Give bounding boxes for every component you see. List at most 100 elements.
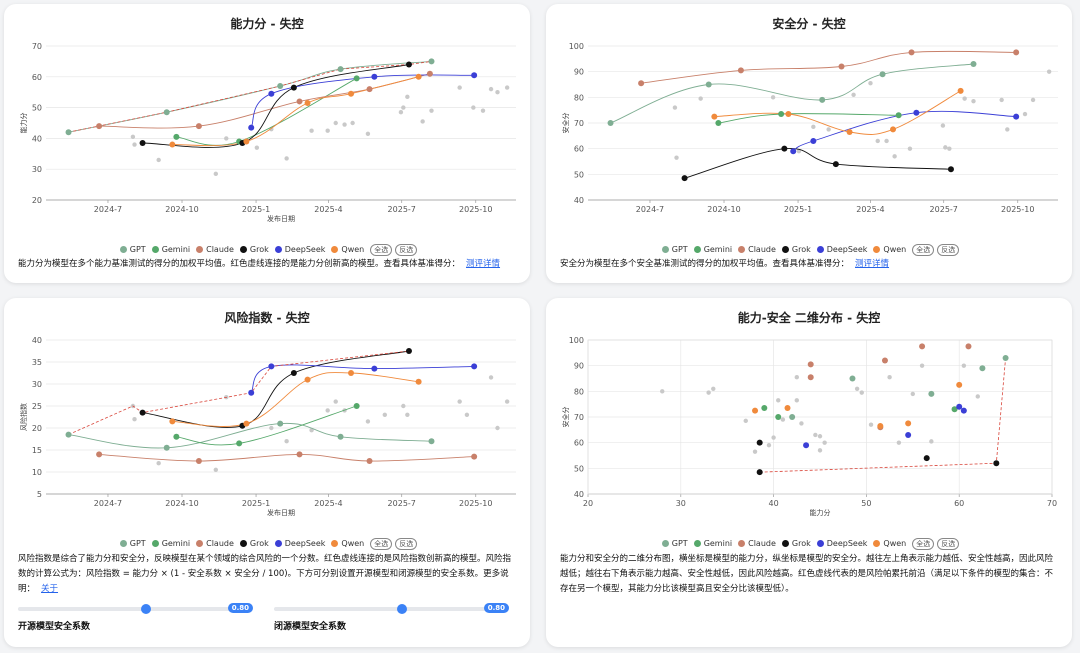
legend-item-grok[interactable]: Grok xyxy=(781,539,811,548)
other-model-point xyxy=(504,85,510,90)
select-all-button[interactable]: 全选 xyxy=(370,538,393,550)
legend-label: Qwen xyxy=(341,245,365,254)
legend-item-qwen[interactable]: Qwen xyxy=(331,539,364,548)
select-all-button[interactable]: 全选 xyxy=(370,244,393,256)
legend-item-gpt[interactable]: GPT xyxy=(119,539,146,548)
series-point-qwen xyxy=(784,405,791,412)
legend-item-grok[interactable]: Grok xyxy=(239,539,269,548)
y-tick-label: 50 xyxy=(574,464,584,473)
legend-swatch xyxy=(661,540,669,547)
series-point-qwen xyxy=(169,418,176,425)
legend-label: GPT xyxy=(129,245,146,254)
select-all-button[interactable]: 全选 xyxy=(912,538,935,550)
details-link[interactable]: 测评详情 xyxy=(466,259,501,269)
series-point-claude xyxy=(195,123,202,130)
other-model-point xyxy=(1005,127,1010,132)
legend-item-deepseek[interactable]: DeepSeek xyxy=(816,539,867,548)
legend-item-grok[interactable]: Grok xyxy=(239,245,269,254)
other-model-point xyxy=(284,439,289,444)
series-point-claude xyxy=(1013,49,1020,56)
series-point-qwen xyxy=(304,99,311,106)
legend-swatch xyxy=(196,246,204,253)
other-model-point xyxy=(132,417,137,422)
x-tick-label: 2025-10 xyxy=(459,499,492,508)
open-slider[interactable]: 0.80 开源模型安全系数 xyxy=(18,601,253,635)
closed-slider[interactable]: 0.80 闭源模型安全系数 xyxy=(274,601,509,635)
legend-item-deepseek[interactable]: DeepSeek xyxy=(816,245,867,254)
x-tick-label: 60 xyxy=(954,499,964,508)
legend-item-claude[interactable]: Claude xyxy=(196,539,234,548)
series-point-gpt xyxy=(337,66,344,73)
series-point-qwen xyxy=(956,381,963,388)
series-point-qwen xyxy=(169,141,176,148)
other-model-point xyxy=(943,145,948,150)
other-model-point xyxy=(457,399,462,404)
legend-label: Claude xyxy=(748,539,776,548)
y-tick-label: 60 xyxy=(32,73,42,82)
legend-item-claude[interactable]: Claude xyxy=(738,539,776,548)
details-link[interactable]: 关于 xyxy=(41,584,59,594)
series-point-qwen xyxy=(243,420,250,427)
chart-svg: 能力-安全 二维分布 - 失控 40 50 60 70 80 90 100 20 30 40 50 60… xyxy=(561,310,1057,517)
chart-legend: GPT Gemini Claude Grok DeepSeek Qwen 全选 反选 xyxy=(4,244,530,256)
x-tick-label: 2025-10 xyxy=(459,205,492,214)
legend-item-gemini[interactable]: Gemini xyxy=(693,245,732,254)
legend-swatch xyxy=(331,540,339,547)
legend-item-gemini[interactable]: Gemini xyxy=(151,245,190,254)
y-tick-label: 40 xyxy=(574,196,584,205)
slider-track[interactable] xyxy=(274,607,504,611)
series-point-qwen xyxy=(905,420,912,427)
slider-handle[interactable] xyxy=(141,604,151,614)
invert-selection-button[interactable]: 反选 xyxy=(937,538,960,550)
series-point-gpt xyxy=(928,390,935,397)
series-point-deepseek xyxy=(1013,113,1020,120)
slider-handle[interactable] xyxy=(397,604,407,614)
x-tick-label: 2025-7 xyxy=(388,205,416,214)
other-model-point xyxy=(766,443,772,448)
other-model-point xyxy=(799,421,804,426)
slider-track[interactable] xyxy=(18,607,248,611)
legend-item-qwen[interactable]: Qwen xyxy=(873,539,906,548)
other-model-point xyxy=(495,90,500,95)
invert-selection-button[interactable]: 反选 xyxy=(937,244,960,256)
legend-item-gpt[interactable]: GPT xyxy=(661,245,688,254)
other-model-point xyxy=(325,128,330,133)
legend-item-gemini[interactable]: Gemini xyxy=(693,539,733,548)
legend-label: Gemini xyxy=(703,539,733,548)
description-text: 能力分和安全分的二维分布图，横坐标是模型的能力分，纵坐标是模型的安全分。越往左上… xyxy=(560,554,1054,594)
other-model-point xyxy=(892,154,897,159)
other-model-point xyxy=(480,108,486,113)
legend-item-deepseek[interactable]: DeepSeek xyxy=(274,245,325,254)
legend-item-deepseek[interactable]: DeepSeek xyxy=(274,539,325,548)
series-point-gpt xyxy=(789,414,796,420)
legend-item-gemini[interactable]: Gemini xyxy=(151,539,190,548)
legend-item-gpt[interactable]: GPT xyxy=(119,245,146,254)
legend-swatch xyxy=(873,246,881,253)
legend-item-claude[interactable]: Claude xyxy=(738,245,776,254)
x-tick-label: 30 xyxy=(676,499,686,508)
series-point-claude xyxy=(919,343,926,350)
other-model-point xyxy=(309,128,314,133)
legend-swatch xyxy=(781,246,789,253)
other-model-point xyxy=(706,390,711,395)
legend-item-gpt[interactable]: GPT xyxy=(661,539,688,548)
legend-item-qwen[interactable]: Qwen xyxy=(331,245,364,254)
frontier-line xyxy=(68,61,432,133)
other-model-point xyxy=(156,157,161,163)
y-tick-label: 60 xyxy=(574,439,584,448)
legend-swatch xyxy=(239,246,247,253)
select-all-button[interactable]: 全选 xyxy=(912,244,935,256)
invert-selection-button[interactable]: 反选 xyxy=(395,244,418,256)
other-model-point xyxy=(771,435,776,440)
legend-item-grok[interactable]: Grok xyxy=(781,245,811,254)
legend-swatch xyxy=(781,540,789,547)
series-point-gemini xyxy=(173,433,180,440)
legend-item-qwen[interactable]: Qwen xyxy=(873,245,906,254)
series-point-deepseek xyxy=(803,442,810,449)
invert-selection-button[interactable]: 反选 xyxy=(395,538,418,550)
details-link[interactable]: 测评详情 xyxy=(855,259,890,269)
legend-item-claude[interactable]: Claude xyxy=(196,245,234,254)
series-point-deepseek xyxy=(913,109,920,116)
series-point-deepseek xyxy=(790,148,797,155)
other-model-point xyxy=(919,363,925,368)
